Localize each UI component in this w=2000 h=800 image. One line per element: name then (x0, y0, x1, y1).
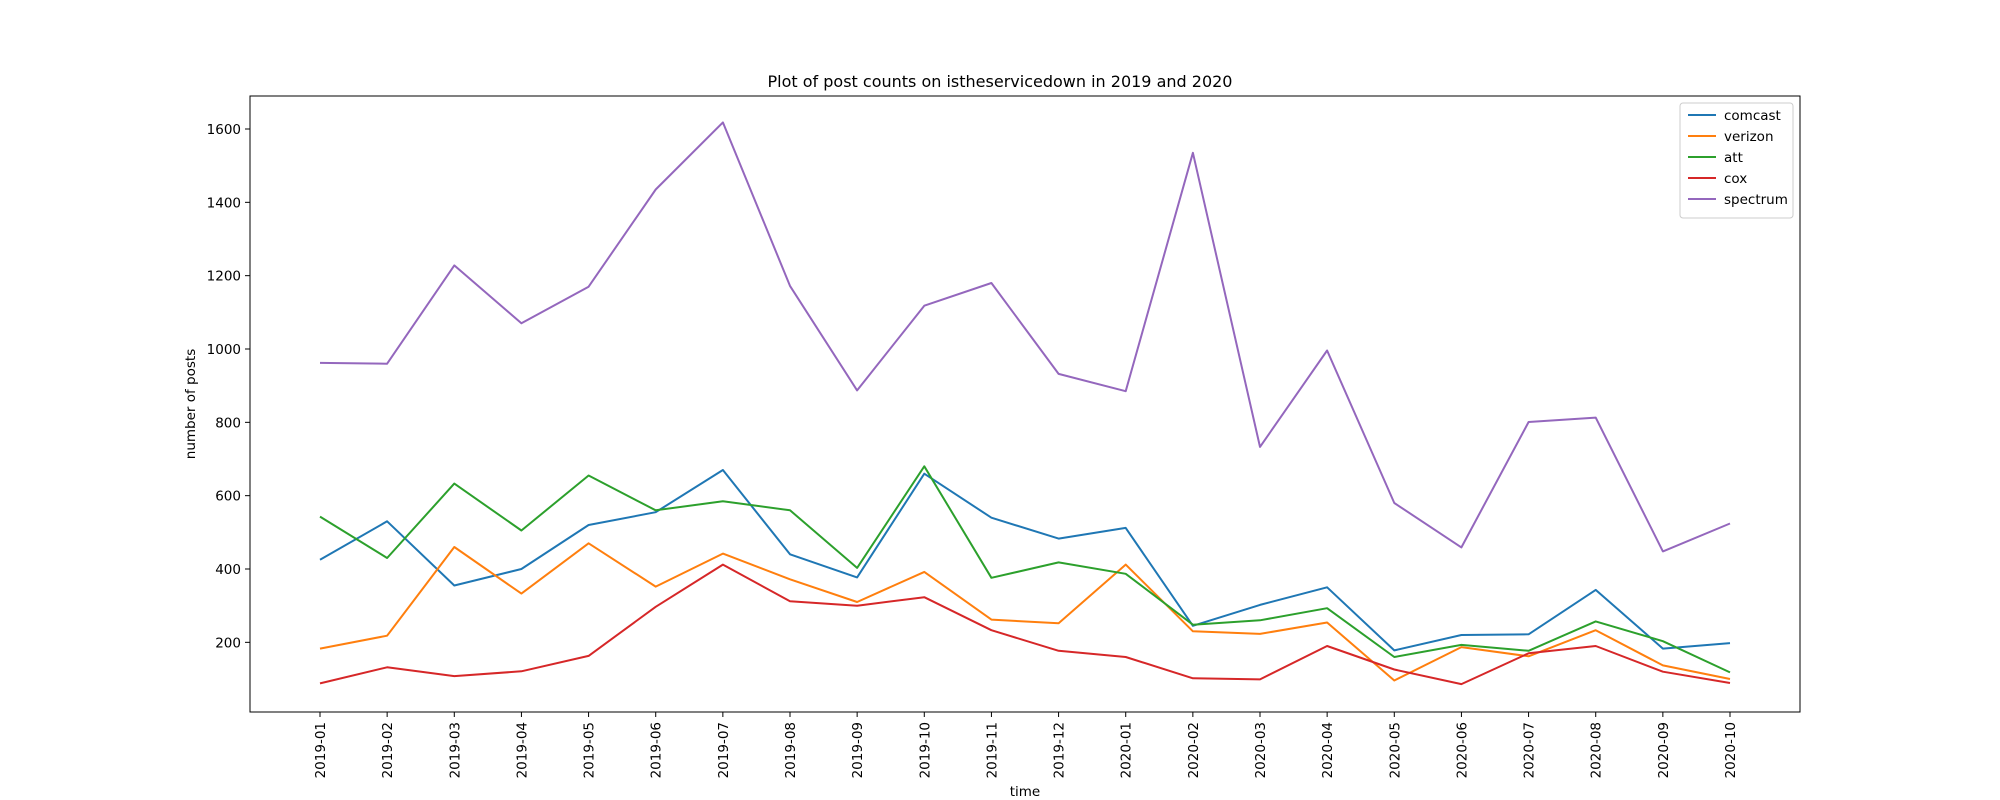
x-tick-label: 2019-04 (514, 722, 530, 778)
plot-frame (249, 95, 1801, 713)
x-tick-label: 2019-02 (380, 722, 396, 778)
x-tick-label: 2020-04 (1320, 722, 1336, 778)
x-tick-label: 2020-01 (1119, 722, 1135, 778)
x-axis: 2019-01 2019-02 2019-03 2019-04 2019-05 2019-… (313, 712, 1739, 778)
legend-label-att: att (1724, 150, 1743, 166)
x-tick-label: 2019-11 (984, 722, 1000, 778)
y-tick-label: 600 (215, 489, 241, 505)
legend-label-cox: cox (1724, 171, 1747, 187)
series-line-cox (319, 563, 1731, 686)
series-line-comcast (319, 469, 1731, 652)
y-tick-label: 1600 (207, 122, 241, 138)
legend-box (1679, 102, 1794, 219)
x-tick-label: 2019-09 (850, 722, 866, 778)
x-tick-label: 2019-03 (447, 722, 463, 778)
x-tick-label: 2020-08 (1589, 722, 1605, 778)
x-tick-label: 2020-06 (1454, 722, 1470, 778)
x-tick-label: 2020-03 (1253, 722, 1269, 778)
y-tick-label: 800 (215, 415, 241, 431)
series-line-att (319, 465, 1731, 674)
x-tick-label: 2019-07 (716, 722, 732, 778)
x-tick-label: 2019-01 (313, 722, 329, 778)
legend-label-comcast: comcast (1724, 108, 1781, 124)
y-tick-label: 1000 (207, 342, 241, 358)
y-tick-label: 1400 (207, 195, 241, 211)
chart-title: Plot of post counts on istheservicedown … (768, 72, 1233, 91)
x-tick-label: 2020-07 (1522, 722, 1538, 778)
y-tick-label: 400 (215, 562, 241, 578)
series-line-spectrum (319, 121, 1731, 553)
series-line-verizon (319, 542, 1731, 682)
legend: comcast verizon att cox spectrum (1679, 102, 1794, 219)
x-tick-label: 2020-02 (1186, 722, 1202, 778)
x-tick-label: 2019-08 (783, 722, 799, 778)
legend-label-verizon: verizon (1724, 129, 1774, 145)
x-tick-label: 2019-10 (917, 722, 933, 778)
x-axis-label: time (1010, 784, 1041, 800)
plot-area (319, 121, 1731, 686)
x-tick-label: 2019-05 (582, 722, 598, 778)
y-tick-label: 1200 (207, 269, 241, 285)
x-tick-label: 2019-06 (649, 722, 665, 778)
x-tick-label: 2019-12 (1052, 722, 1068, 778)
x-tick-label: 2020-05 (1387, 722, 1403, 778)
y-axis-label: number of posts (183, 349, 199, 459)
y-tick-label: 200 (215, 635, 241, 651)
x-tick-label: 2020-09 (1656, 722, 1672, 778)
x-tick-label: 2020-10 (1723, 722, 1739, 778)
legend-label-spectrum: spectrum (1724, 192, 1788, 208)
y-axis: 200 400 600 800 1000 1200 1400 1600 (207, 122, 250, 651)
